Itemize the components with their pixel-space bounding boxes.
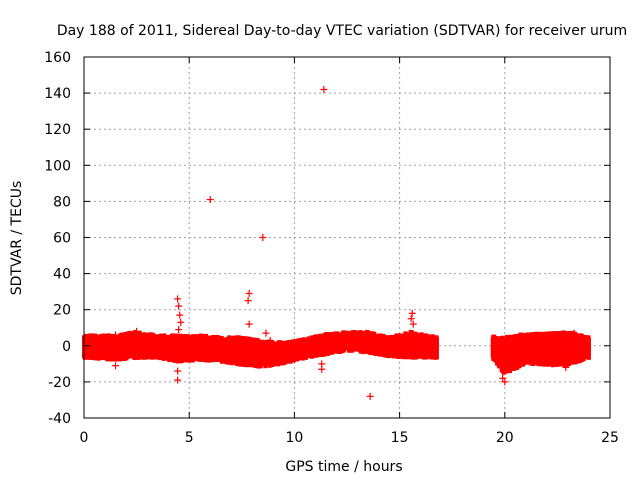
outlier-point xyxy=(259,234,267,241)
x-axis-label: GPS time / hours xyxy=(285,459,402,475)
outlier-point xyxy=(244,297,252,305)
axis-ticks: -40 -20 0 20 40 60 80 100 120 140 160 0 5 10 15 20 25 xyxy=(44,50,619,446)
outlier-point xyxy=(112,362,120,370)
y-tick-label: 160 xyxy=(44,50,71,66)
outlier-point xyxy=(245,289,253,297)
x-tick-label: 20 xyxy=(496,430,514,446)
x-tick-label: 10 xyxy=(285,430,303,446)
y-tick-label: 20 xyxy=(53,303,71,319)
y-tick-label: 60 xyxy=(53,231,71,247)
x-tick-label: 0 xyxy=(80,430,89,446)
outlier-point xyxy=(175,326,183,334)
chart-title: Day 188 of 2011, Sidereal Day-to-day VTE… xyxy=(57,23,627,39)
y-axis-label: SDTVAR / TECUs xyxy=(9,181,25,296)
outlier-point xyxy=(262,329,270,337)
outlier-point xyxy=(318,365,326,373)
dense-measurement-band xyxy=(82,329,591,375)
outlier-point xyxy=(409,320,417,328)
data-points xyxy=(82,85,591,400)
outlier-point xyxy=(366,392,374,400)
outlier-point xyxy=(176,311,184,319)
y-tick-label: 100 xyxy=(44,158,71,174)
y-tick-label: -40 xyxy=(48,411,71,427)
outlier-point xyxy=(174,295,182,303)
outlier-point xyxy=(407,315,415,323)
outlier-point xyxy=(501,378,509,386)
y-tick-label: -20 xyxy=(48,375,71,391)
outlier-point xyxy=(175,302,183,310)
y-tick-label: 140 xyxy=(44,86,71,102)
outlier-point xyxy=(266,336,274,344)
outlier-point xyxy=(177,318,185,326)
outlier-point xyxy=(133,327,141,335)
outlier-point xyxy=(570,329,578,337)
y-tick-label: 120 xyxy=(44,122,71,138)
y-tick-label: 0 xyxy=(62,339,71,355)
outlier-point xyxy=(408,309,416,317)
outlier-point xyxy=(499,374,507,382)
outlier-point xyxy=(320,85,328,93)
outlier-point xyxy=(206,196,214,204)
outlier-point xyxy=(174,367,182,375)
x-tick-label: 25 xyxy=(601,430,619,446)
x-tick-label: 5 xyxy=(185,430,194,446)
x-tick-label: 15 xyxy=(391,430,409,446)
outlier-point xyxy=(562,363,570,371)
outlier-point xyxy=(245,320,253,328)
y-tick-label: 40 xyxy=(53,267,71,283)
outlier-point xyxy=(174,376,182,384)
y-tick-label: 80 xyxy=(53,194,71,210)
outlier-point xyxy=(112,331,120,339)
